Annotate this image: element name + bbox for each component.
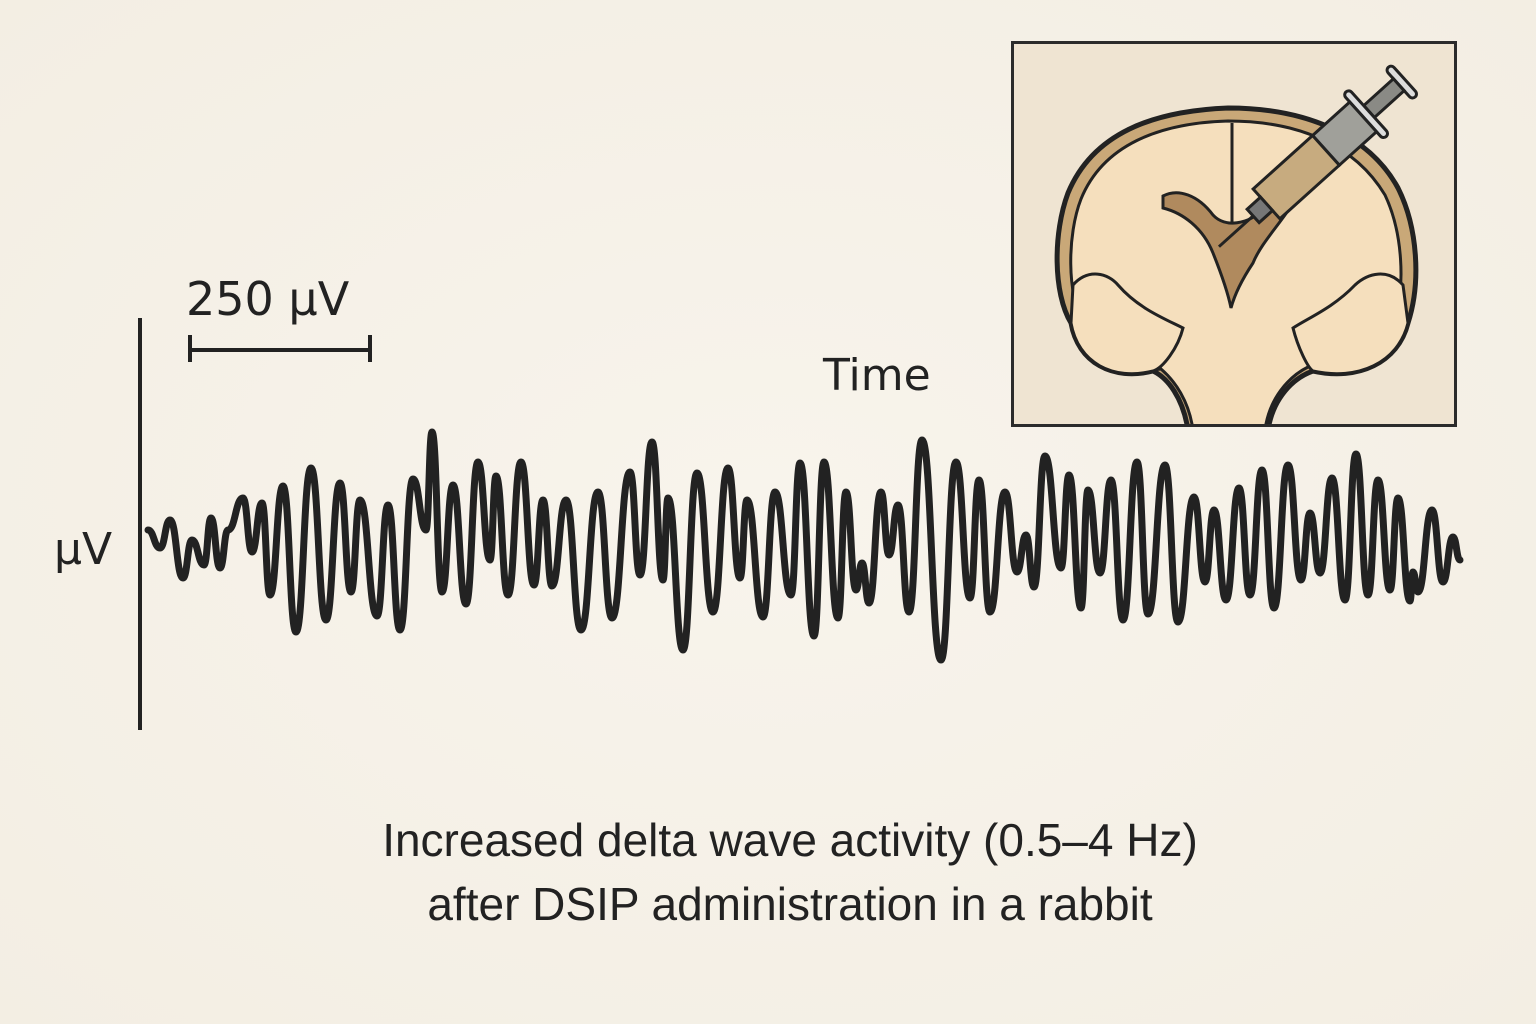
eeg-waveform <box>144 428 1464 664</box>
x-axis-label: Time <box>823 350 931 401</box>
left-temporal-lobe <box>1069 272 1185 376</box>
caption-line-1: Increased delta wave activity (0.5–4 Hz) <box>382 814 1198 866</box>
brain-injection-inset <box>1011 41 1457 427</box>
syringe-icon <box>1217 64 1418 248</box>
scale-bar <box>188 335 372 362</box>
brain-illustration <box>1054 64 1419 424</box>
scale-bar-label: 250 µV <box>186 272 350 326</box>
caption-line-2: after DSIP administration in a rabbit <box>427 878 1153 930</box>
y-axis-label: µV <box>54 524 113 575</box>
figure-caption: Increased delta wave activity (0.5–4 Hz)… <box>0 808 1536 936</box>
right-temporal-lobe <box>1291 272 1410 376</box>
